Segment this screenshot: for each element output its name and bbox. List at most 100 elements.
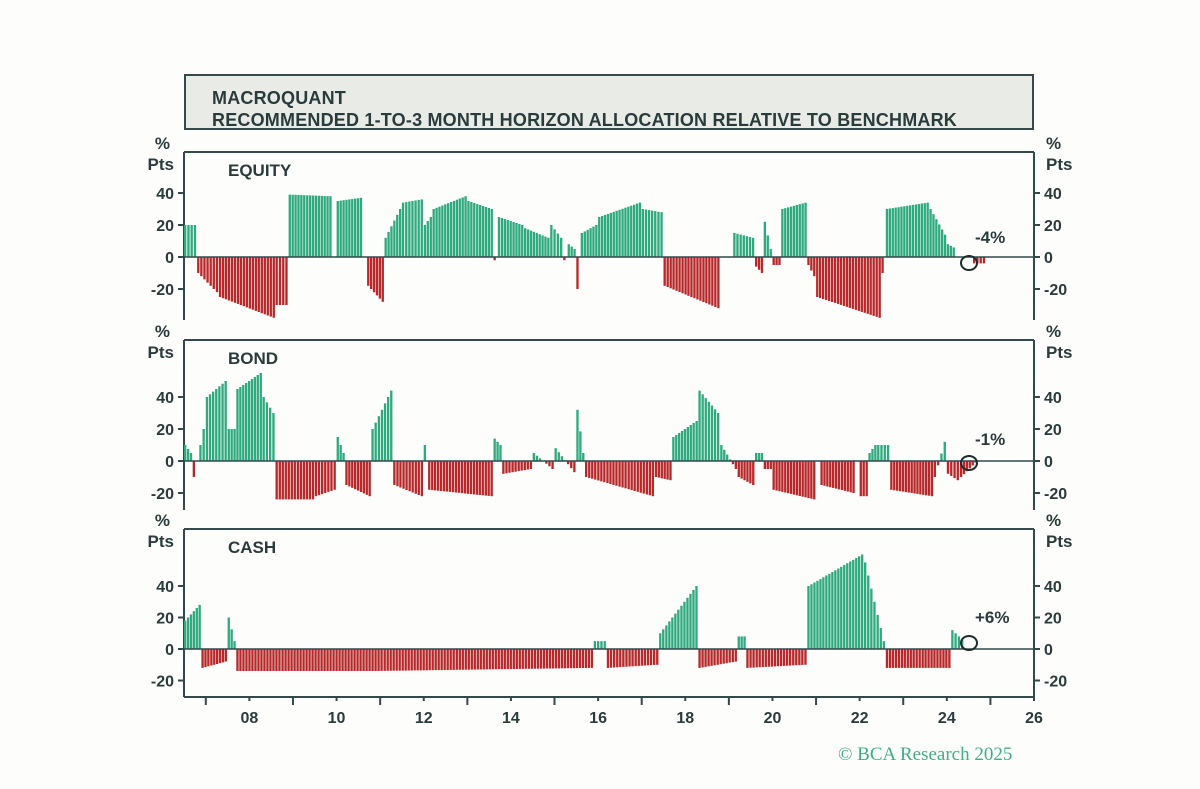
negative-bar <box>431 461 434 491</box>
positive-bar <box>553 229 556 257</box>
positive-bar <box>560 237 563 257</box>
negative-bar <box>590 649 594 668</box>
negative-bar <box>305 461 309 500</box>
negative-bar <box>566 649 570 669</box>
positive-bar <box>380 409 384 461</box>
negative-bar <box>766 461 769 469</box>
negative-bar <box>386 649 389 671</box>
unit-label-right: % <box>1046 511 1061 530</box>
negative-bar <box>393 461 396 485</box>
negative-bar <box>933 649 936 668</box>
negative-bar <box>612 461 615 485</box>
positive-bar <box>957 636 961 649</box>
negative-bar <box>278 461 281 500</box>
negative-bar <box>654 461 658 477</box>
positive-bar <box>695 421 698 461</box>
negative-bar <box>221 649 225 663</box>
unit-label-left: Pts <box>148 155 174 174</box>
positive-bar <box>624 207 627 257</box>
negative-bar <box>919 461 922 495</box>
y-tick-label-left: -20 <box>151 674 174 691</box>
chart-title-box: MACROQUANT RECOMMENDED 1-TO-3 MONTH HORI… <box>184 74 1034 130</box>
negative-bar <box>731 461 735 465</box>
negative-bar <box>782 649 786 666</box>
positive-bar <box>499 445 502 461</box>
negative-bar <box>789 461 793 494</box>
positive-bar <box>461 197 464 257</box>
negative-bar <box>209 257 212 286</box>
negative-bar <box>819 257 822 298</box>
negative-bar <box>767 649 771 667</box>
negative-bar <box>502 461 505 474</box>
positive-bar <box>262 397 265 461</box>
negative-bar <box>746 649 749 668</box>
positive-bar <box>792 205 796 257</box>
positive-bar <box>689 593 692 649</box>
negative-bar <box>833 257 837 303</box>
positive-bar <box>521 225 524 257</box>
positive-bar <box>911 204 915 257</box>
positive-bar <box>763 221 767 257</box>
last-value-marker <box>960 635 978 651</box>
positive-bar <box>813 582 816 649</box>
positive-bar <box>320 195 323 257</box>
positive-bar <box>891 208 894 257</box>
negative-bar <box>672 257 675 290</box>
negative-bar <box>636 461 639 492</box>
positive-bar <box>245 383 248 461</box>
positive-bar <box>199 445 202 461</box>
positive-bar <box>710 405 714 461</box>
negative-bar <box>323 649 326 671</box>
negative-bar <box>804 649 807 665</box>
negative-bar <box>554 649 558 669</box>
positive-bar <box>707 401 711 461</box>
negative-bar <box>425 649 428 671</box>
positive-bar <box>329 196 332 257</box>
negative-bar <box>613 649 616 668</box>
negative-bar <box>520 461 523 471</box>
negative-bar <box>849 461 852 493</box>
negative-bar <box>282 257 285 305</box>
negative-bar <box>377 649 380 671</box>
positive-bar <box>417 199 420 257</box>
negative-bar <box>428 461 431 490</box>
positive-bar <box>556 233 560 257</box>
positive-bar <box>789 206 793 257</box>
negative-bar <box>974 461 977 463</box>
negative-bar <box>615 461 618 486</box>
positive-bar <box>239 387 242 461</box>
negative-bar <box>772 257 775 265</box>
negative-bar <box>215 257 219 293</box>
positive-bar <box>326 196 329 257</box>
negative-bar <box>285 257 288 305</box>
positive-bar <box>819 579 822 649</box>
positive-bar <box>720 445 723 461</box>
negative-bar <box>207 649 210 667</box>
negative-bar <box>548 461 551 467</box>
negative-bar <box>578 649 582 669</box>
negative-bar <box>449 649 452 670</box>
negative-bar <box>368 649 371 671</box>
positive-bar <box>288 194 291 257</box>
negative-bar <box>826 461 829 487</box>
positive-bar <box>938 224 941 257</box>
positive-bar <box>570 246 573 257</box>
positive-bar <box>840 566 843 650</box>
positive-bar <box>870 588 873 649</box>
negative-bar <box>634 649 637 667</box>
positive-bar <box>852 559 855 650</box>
negative-bar <box>437 461 440 491</box>
negative-bar <box>326 649 329 671</box>
unit-label-left: Pts <box>148 532 174 551</box>
x-tick-label: 16 <box>589 710 607 727</box>
positive-bar <box>940 453 943 461</box>
negative-bar <box>764 649 767 667</box>
negative-bar <box>916 461 919 494</box>
negative-bar <box>900 649 904 668</box>
positive-bar <box>861 554 864 649</box>
negative-bar <box>511 461 514 473</box>
positive-bar <box>208 394 212 461</box>
negative-bar <box>457 461 461 493</box>
negative-bar <box>711 257 714 306</box>
positive-bar <box>745 236 749 257</box>
